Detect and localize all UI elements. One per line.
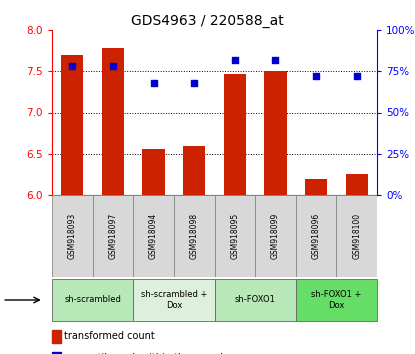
Point: [110, 63, 116, 69]
FancyBboxPatch shape: [296, 279, 377, 321]
Point: [313, 73, 320, 79]
Text: GSM918093: GSM918093: [68, 213, 77, 259]
Text: sh-FOXO1: sh-FOXO1: [235, 296, 276, 304]
FancyBboxPatch shape: [255, 195, 296, 277]
FancyBboxPatch shape: [52, 195, 93, 277]
Bar: [264, 71, 287, 195]
Bar: [52, 330, 61, 343]
Text: sh-scrambled: sh-scrambled: [64, 296, 121, 304]
Point: [191, 80, 198, 86]
Bar: [183, 145, 205, 195]
Text: sh-scrambled +
Dox: sh-scrambled + Dox: [141, 290, 207, 310]
FancyBboxPatch shape: [133, 279, 215, 321]
Bar: [61, 55, 83, 195]
FancyBboxPatch shape: [52, 279, 133, 321]
FancyBboxPatch shape: [296, 195, 337, 277]
Bar: [102, 48, 124, 195]
Point: [150, 80, 157, 86]
Bar: [52, 352, 61, 354]
Text: transformed count: transformed count: [64, 331, 155, 341]
Text: percentile rank within the sample: percentile rank within the sample: [64, 353, 229, 354]
Text: sh-FOXO1 +
Dox: sh-FOXO1 + Dox: [311, 290, 361, 310]
Bar: [142, 149, 165, 195]
Bar: [346, 173, 368, 195]
FancyBboxPatch shape: [215, 279, 296, 321]
Text: GSM918100: GSM918100: [352, 213, 361, 259]
Text: GSM918095: GSM918095: [230, 213, 239, 259]
FancyBboxPatch shape: [337, 195, 377, 277]
Text: GSM918099: GSM918099: [271, 213, 280, 259]
Text: GSM918098: GSM918098: [190, 213, 199, 259]
Point: [353, 73, 360, 79]
FancyBboxPatch shape: [93, 195, 133, 277]
Bar: [305, 178, 327, 195]
FancyBboxPatch shape: [174, 195, 215, 277]
Text: GSM918096: GSM918096: [312, 213, 320, 259]
Point: [69, 63, 76, 69]
Point: [232, 57, 238, 63]
FancyBboxPatch shape: [215, 195, 255, 277]
Text: GDS4963 / 220588_at: GDS4963 / 220588_at: [131, 14, 284, 28]
FancyBboxPatch shape: [133, 195, 174, 277]
Text: GSM918094: GSM918094: [149, 213, 158, 259]
Bar: [224, 74, 246, 195]
Text: GSM918097: GSM918097: [108, 213, 117, 259]
Point: [272, 57, 279, 63]
